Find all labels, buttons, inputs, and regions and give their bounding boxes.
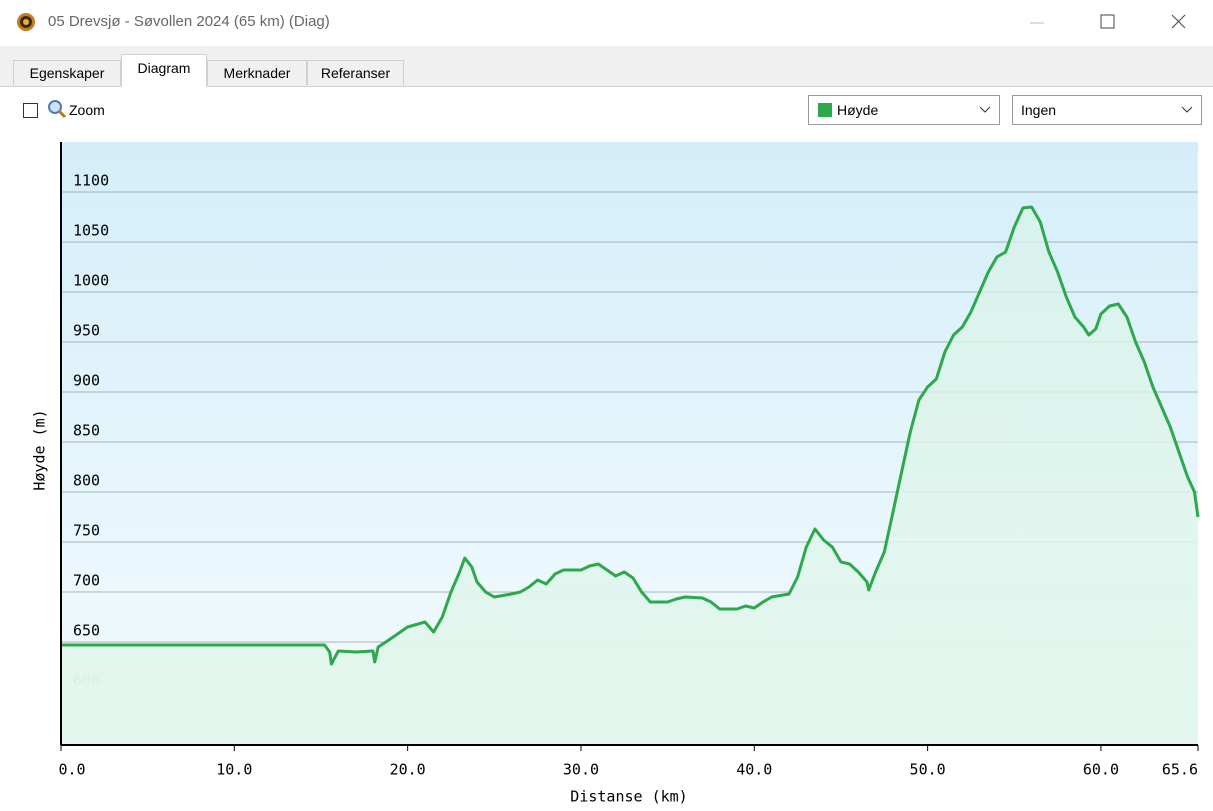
tab[interactable]: Egenskaper [13, 60, 121, 85]
x-tick-label: 10.0 [216, 761, 252, 779]
x-tick-label: 40.0 [736, 761, 772, 779]
tab[interactable]: Diagram [121, 54, 207, 87]
y-tick-label: 650 [73, 622, 100, 640]
x-tick-label: 60.0 [1083, 761, 1119, 779]
tab-bar: Egenskaper Diagram Merknader Referanser [0, 46, 1213, 87]
x-tick-label: 50.0 [910, 761, 946, 779]
y-tick-label: 800 [73, 472, 100, 490]
legend-label: Høyde [837, 102, 879, 118]
series-dropdown[interactable]: Høyde [808, 95, 1000, 125]
chart: Distanse (km) Høyde (m) 6006507007508008… [31, 142, 1200, 806]
toolbar: Zoom Høyde Ingen [0, 87, 1213, 131]
y-tick-label: 1000 [73, 272, 109, 290]
zoom-checkbox[interactable] [23, 103, 38, 118]
y-tick-label: 750 [73, 522, 100, 540]
y-tick-label: 950 [73, 322, 100, 340]
x-axis-label: Distanse (km) [570, 788, 687, 806]
y-tick-label: 900 [73, 372, 100, 390]
zoom-icon [48, 100, 67, 119]
tab[interactable]: Merknader [207, 60, 307, 85]
y-tick-label: 700 [73, 572, 100, 590]
window-controls[interactable] [1020, 10, 1200, 34]
dropdown-arrow [1181, 106, 1193, 113]
zoom-label[interactable]: Zoom [69, 102, 105, 118]
compare-dropdown[interactable]: Ingen [1012, 95, 1202, 125]
y-tick-label: 850 [73, 422, 100, 440]
y-tick-label: 1050 [73, 222, 109, 240]
x-tick-label: 0.0 [58, 761, 85, 779]
legend-swatch [818, 103, 832, 117]
area [61, 207, 1198, 745]
dropdown-arrow [979, 106, 991, 113]
x-tick-label: 65.6 [1162, 761, 1198, 779]
y-tick-label: 1100 [73, 172, 109, 190]
y-axis-label: Høyde (m) [31, 409, 49, 490]
window-title: 05 Drevsjø - Søvollen 2024 (65 km) (Diag… [48, 13, 330, 30]
x-tick-label: 30.0 [563, 761, 599, 779]
compare-label: Ingen [1021, 102, 1057, 118]
app-icon [17, 13, 35, 31]
x-tick-label: 20.0 [390, 761, 426, 779]
line [61, 205, 1200, 666]
tab[interactable]: Referanser [307, 60, 404, 85]
